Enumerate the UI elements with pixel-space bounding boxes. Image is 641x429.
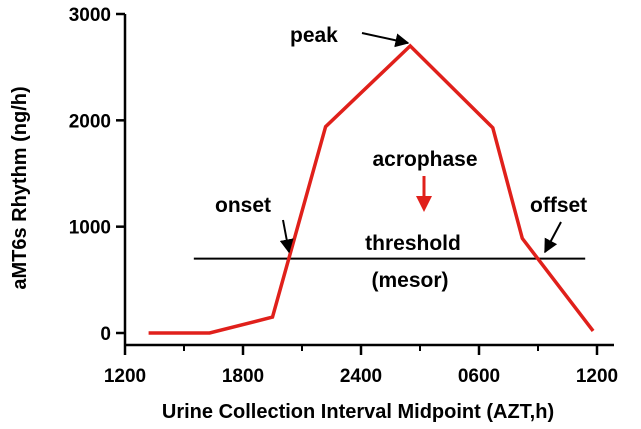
x-tick-label: 0600: [458, 366, 500, 387]
y-ticks: 0 1000 2000 3000: [69, 5, 125, 345]
y-tick-label: 1000: [69, 218, 111, 239]
acrophase-arrow: [416, 176, 432, 212]
peak-label: peak: [290, 24, 338, 47]
onset-arrow: [279, 219, 294, 254]
offset-arrow: [544, 221, 562, 254]
threshold-label: threshold: [365, 232, 461, 255]
series-line: [148, 43, 595, 335]
mesor-label: (mesor): [371, 269, 448, 292]
peak-arrow: [361, 32, 410, 48]
acrophase-label: acrophase: [372, 148, 477, 171]
y-tick-label: 2000: [69, 111, 111, 132]
y-tick-label: 3000: [69, 5, 111, 26]
x-ticks: 1200 1800 2400 0600 1200: [104, 345, 618, 387]
x-tick-label: 1200: [104, 366, 146, 387]
x-tick-label: 1800: [222, 366, 264, 387]
y-axis-title: aMT6s Rhythm (ng/h): [9, 86, 31, 289]
x-tick-label: 2400: [340, 366, 382, 387]
offset-label: offset: [530, 194, 587, 217]
onset-label: onset: [215, 194, 271, 217]
x-axis-title: Urine Collection Interval Midpoint (AZT,…: [162, 401, 554, 423]
x-tick-label: 1200: [576, 366, 618, 387]
y-tick-label: 0: [100, 324, 111, 345]
